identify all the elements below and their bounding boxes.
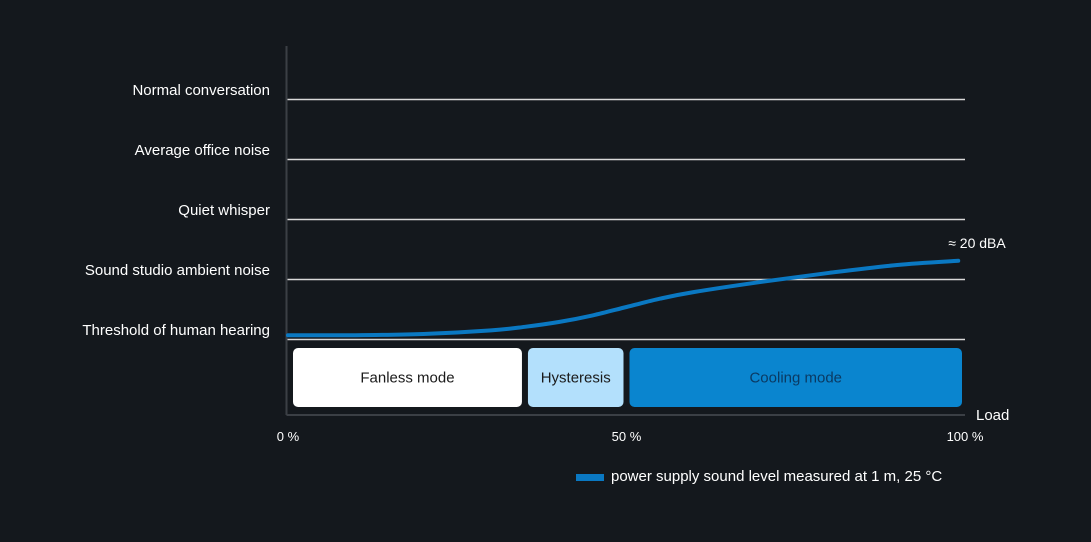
series-line bbox=[286, 258, 961, 338]
y-level-label: Normal conversation bbox=[132, 82, 270, 99]
legend: power supply sound level measured at 1 m… bbox=[576, 468, 942, 485]
mode-band bbox=[527, 348, 624, 407]
series-lines: ≈ 20 dBA bbox=[286, 235, 1006, 338]
value-annotation: ≈ 20 dBA bbox=[948, 235, 1006, 251]
mode-label: Cooling mode bbox=[749, 370, 842, 387]
y-level-label: Quiet whisper bbox=[178, 202, 270, 219]
mode-band bbox=[629, 348, 962, 407]
y-level-label: Threshold of human hearing bbox=[82, 322, 270, 339]
y-axis-labels: Threshold of human hearing Sound studio a… bbox=[82, 82, 270, 339]
mode-band bbox=[293, 348, 522, 407]
gridlines bbox=[286, 98, 965, 341]
mode-label: Fanless mode bbox=[360, 370, 454, 387]
mode-bands: Fanless mode Hysteresis Cooling mode bbox=[293, 348, 962, 407]
y-level-label: Sound studio ambient noise bbox=[85, 262, 270, 279]
legend-label: power supply sound level measured at 1 m… bbox=[611, 468, 942, 485]
x-axis-label: Load bbox=[976, 407, 1009, 424]
x-tick-label: 50 % bbox=[612, 429, 642, 444]
mode-label: Hysteresis bbox=[541, 370, 611, 387]
axes: Load bbox=[285, 46, 1009, 424]
x-tick-label: 0 % bbox=[277, 429, 300, 444]
x-axis-ticks: 0 % 50 % 100 % bbox=[277, 429, 984, 444]
x-tick-label: 100 % bbox=[947, 429, 984, 444]
y-level-label: Average office noise bbox=[135, 142, 270, 159]
legend-swatch bbox=[576, 474, 604, 481]
